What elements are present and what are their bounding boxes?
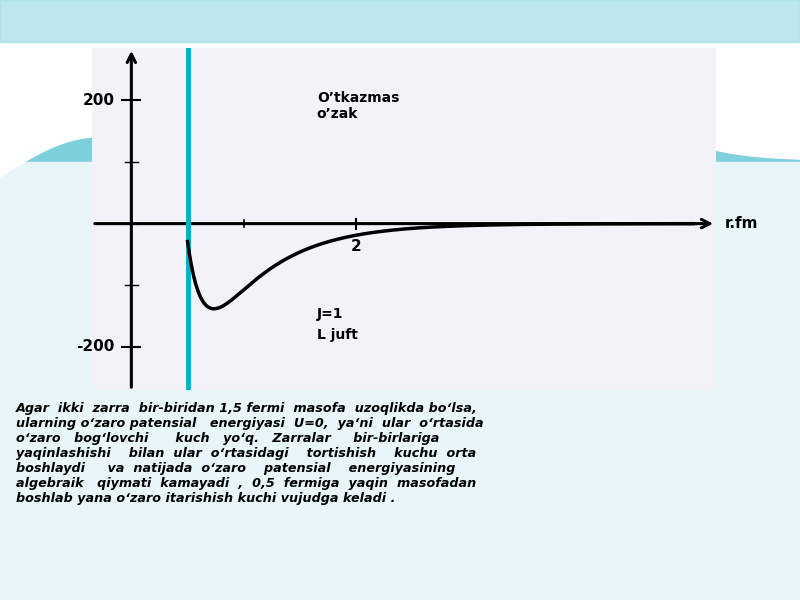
Text: r.fm: r.fm bbox=[725, 216, 758, 231]
Bar bbox=[0, 0, 800, 168]
Text: 200: 200 bbox=[82, 93, 114, 108]
Text: 2: 2 bbox=[351, 239, 362, 254]
Text: Agar  ikki  zarra  bir-biridan 1,5 fermi  masofa  uzoqlikda bo‘lsa,
ularning o‘z: Agar ikki zarra bir-biridan 1,5 fermi ma… bbox=[16, 402, 484, 505]
Bar bbox=[0, 162, 800, 600]
Text: -200: -200 bbox=[76, 340, 114, 355]
Text: O’tkazmas
o’zak: O’tkazmas o’zak bbox=[317, 91, 399, 121]
Polygon shape bbox=[0, 0, 800, 208]
Text: L juft: L juft bbox=[317, 328, 358, 343]
Text: J=1: J=1 bbox=[317, 307, 343, 321]
Polygon shape bbox=[0, 0, 800, 42]
